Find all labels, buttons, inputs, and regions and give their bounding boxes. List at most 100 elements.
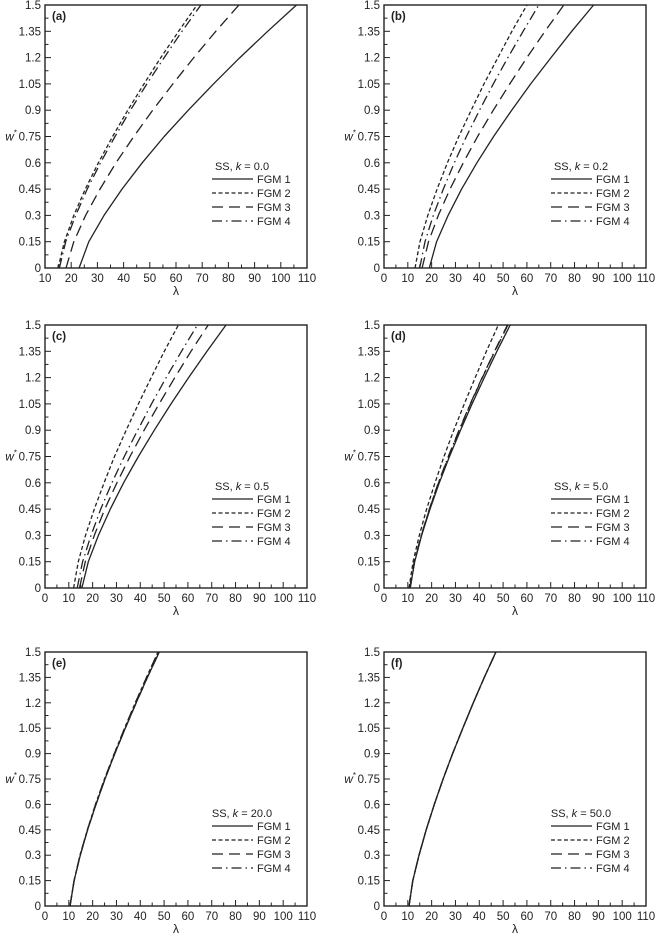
y-tick-label: 1.35 bbox=[19, 672, 41, 684]
x-tick-label: 90 bbox=[592, 911, 605, 923]
chart-panel-b: 0 10 20 30 40 50 60 70 80 90 100 110 λ 0 0.15 0.3 0.45 0.… bbox=[344, 0, 655, 298]
y-tick-label: 0.45 bbox=[358, 825, 380, 837]
series-fgm1 bbox=[78, 4, 297, 269]
x-tick-label: 0 bbox=[42, 911, 48, 923]
y-tick-label: 0.3 bbox=[25, 210, 41, 222]
x-tick-label: 20 bbox=[65, 273, 78, 285]
series-group bbox=[408, 651, 497, 907]
y-tick-label: 1.35 bbox=[19, 346, 41, 358]
legend-entry: FGM 3 bbox=[596, 522, 630, 534]
x-tick-label: 50 bbox=[158, 911, 171, 923]
y-tick-label: 0.75 bbox=[358, 774, 380, 786]
y-tick-label: 0 bbox=[374, 263, 380, 275]
legend-entry: FGM 1 bbox=[596, 174, 630, 186]
x-tick-label: 30 bbox=[110, 593, 123, 605]
x-tick-label: 100 bbox=[274, 911, 293, 923]
y-tick-label: 0 bbox=[374, 583, 380, 595]
chart-panel-c: 0 10 20 30 40 50 60 70 80 90 100 110 λ 0 0.15 0.3 0.45 0.… bbox=[5, 320, 316, 618]
x-tick-label: 0 bbox=[381, 593, 387, 605]
legend-entry: FGM 4 bbox=[596, 216, 630, 228]
y-tick-label: 1.05 bbox=[19, 723, 41, 735]
x-tick-label: 60 bbox=[521, 593, 534, 605]
y-tick-label: 0 bbox=[35, 901, 41, 913]
y-tick-label: 0.45 bbox=[19, 184, 41, 196]
y-tick-label: 0.45 bbox=[358, 184, 380, 196]
x-tick-label: 80 bbox=[222, 273, 235, 285]
x-axis-label: λ bbox=[512, 604, 518, 618]
x-tick-label: 30 bbox=[91, 273, 104, 285]
y-tick-label: 1.2 bbox=[25, 373, 41, 385]
legend-entry: FGM 3 bbox=[257, 202, 291, 214]
x-axis: 0 10 20 30 40 50 60 70 80 90 100 110 λ bbox=[42, 582, 316, 618]
x-tick-label: 30 bbox=[110, 911, 123, 923]
x-tick-label: 60 bbox=[182, 593, 195, 605]
x-tick-label: 70 bbox=[544, 593, 557, 605]
x-tick-label: 60 bbox=[521, 273, 534, 285]
legend-entry: FGM 1 bbox=[257, 174, 291, 186]
x-tick-label: 30 bbox=[449, 273, 462, 285]
x-tick-label: 10 bbox=[401, 593, 414, 605]
x-tick-label: 40 bbox=[473, 911, 486, 923]
y-tick-label: 0.75 bbox=[19, 452, 41, 464]
y-axis-label: w* bbox=[5, 771, 17, 786]
y-tick-label: 1.2 bbox=[364, 698, 380, 710]
y-tick-label: 1.2 bbox=[25, 698, 41, 710]
y-axis: 0 0.15 0.3 0.45 0.6 0.75 0.9 1.05 1.2 1.35 1.5 w* bbox=[344, 647, 390, 913]
y-tick-label: 1.05 bbox=[19, 399, 41, 411]
x-tick-label: 10 bbox=[62, 593, 75, 605]
y-axis: 0 0.15 0.3 0.45 0.6 0.75 0.9 1.05 1.2 1.35 1.5 w* bbox=[344, 0, 390, 275]
y-tick-label: 1.35 bbox=[358, 26, 380, 38]
legend-entry: FGM 1 bbox=[596, 494, 630, 506]
series-fgm1 bbox=[69, 651, 160, 907]
series-fgm3 bbox=[409, 324, 509, 589]
panel-label: (a) bbox=[52, 11, 66, 23]
x-axis: 0 10 20 30 40 50 60 70 80 90 100 110 λ bbox=[381, 582, 655, 618]
x-axis-label: λ bbox=[512, 922, 518, 936]
y-tick-label: 0.6 bbox=[364, 158, 380, 170]
chart-panel-f: 0 10 20 30 40 50 60 70 80 90 100 110 λ 0 0.15 0.3 0.45 0.… bbox=[344, 647, 655, 936]
series-group bbox=[69, 651, 160, 907]
legend-entry: FGM 2 bbox=[257, 188, 291, 200]
legend-entry: FGM 2 bbox=[596, 508, 630, 520]
legend-title: SS, k = 0.5 bbox=[215, 481, 269, 493]
x-tick-label: 40 bbox=[473, 593, 486, 605]
series-fgm3 bbox=[408, 651, 497, 907]
x-tick-label: 80 bbox=[568, 593, 581, 605]
y-axis-label: w* bbox=[344, 771, 356, 786]
x-tick-label: 100 bbox=[613, 273, 632, 285]
y-axis: 0 0.15 0.3 0.45 0.6 0.75 0.9 1.05 1.2 1.35 1.5 w* bbox=[5, 0, 51, 275]
y-tick-label: 1.5 bbox=[364, 0, 380, 12]
x-tick-label: 100 bbox=[271, 273, 290, 285]
series-fgm1 bbox=[81, 324, 227, 589]
y-tick-label: 1.2 bbox=[364, 373, 380, 385]
x-tick-label: 90 bbox=[248, 273, 261, 285]
y-tick-label: 1.35 bbox=[358, 672, 380, 684]
y-tick-label: 1.2 bbox=[25, 53, 41, 65]
y-tick-label: 1.35 bbox=[19, 26, 41, 38]
y-tick-label: 0.15 bbox=[358, 876, 380, 888]
x-tick-label: 0 bbox=[381, 273, 387, 285]
series-fgm3 bbox=[69, 651, 160, 907]
legend-entry: FGM 4 bbox=[257, 536, 291, 548]
legend-entry: FGM 4 bbox=[596, 863, 630, 875]
legend-title: SS, k = 0.2 bbox=[554, 161, 608, 173]
legend-entry: FGM 3 bbox=[257, 522, 291, 534]
series-fgm2 bbox=[72, 324, 179, 589]
y-axis-label: w* bbox=[344, 129, 356, 144]
x-tick-label: 20 bbox=[86, 911, 99, 923]
legend-entry: FGM 3 bbox=[257, 849, 291, 861]
legend-entry: FGM 2 bbox=[596, 188, 630, 200]
series-fgm4 bbox=[69, 651, 159, 907]
x-tick-label: 70 bbox=[544, 273, 557, 285]
y-axis-label: w* bbox=[344, 449, 356, 464]
y-tick-label: 0.3 bbox=[25, 850, 41, 862]
x-tick-label: 90 bbox=[592, 593, 605, 605]
x-tick-label: 30 bbox=[449, 593, 462, 605]
y-tick-label: 0.45 bbox=[358, 504, 380, 516]
